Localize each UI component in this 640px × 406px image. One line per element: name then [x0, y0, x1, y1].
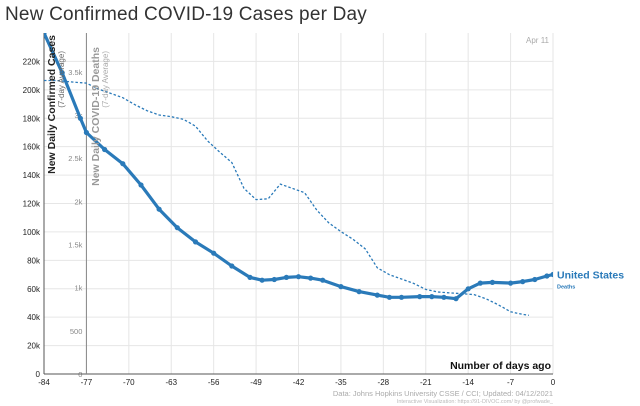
cases-data-point	[399, 295, 404, 300]
x-tick-label: -56	[208, 378, 220, 387]
cases-data-point	[78, 116, 83, 121]
x-tick-label: -63	[165, 378, 177, 387]
credits-line: Data: Johns Hopkins University CSSE / CC…	[333, 389, 553, 398]
y2-tick-label: 2.5k	[68, 154, 82, 163]
x-tick-label: -77	[81, 378, 93, 387]
x-tick-label: -21	[420, 378, 432, 387]
cases-data-point	[357, 289, 362, 294]
cases-data-point	[544, 273, 549, 278]
series-end-label: United States	[557, 270, 624, 282]
x-tick-label: -42	[293, 378, 305, 387]
date-label: Apr 11	[526, 36, 550, 45]
cases-data-point	[490, 280, 495, 285]
cases-data-point	[84, 130, 89, 135]
x-tick-label: -49	[250, 378, 262, 387]
cases-data-point	[41, 30, 46, 35]
chart-grid	[44, 33, 553, 374]
cases-data-point	[375, 293, 380, 298]
cases-data-point	[441, 295, 446, 300]
y-tick-label: 60k	[27, 285, 41, 294]
covid-cases-chart: 0 20k 40k 60k 80k 100k 120k 140k 160k 180k 200k 220…	[0, 0, 640, 406]
cases-data-point	[120, 161, 125, 166]
cases-data-point	[211, 251, 216, 256]
cases-data-point	[260, 278, 265, 283]
y2-tick-label: 1k	[74, 284, 82, 293]
x-tick-label: -14	[462, 378, 474, 387]
y-tick-label: 40k	[27, 313, 41, 322]
y2-tick-label: 500	[70, 327, 83, 336]
cases-data-point	[429, 294, 434, 299]
cases-data-point	[320, 278, 325, 283]
cases-data-point	[453, 296, 458, 301]
deaths-end-label: Deaths	[557, 285, 575, 291]
y2-tick-label: 1.5k	[68, 241, 82, 250]
cases-data-point	[508, 281, 513, 286]
x-tick-label: -70	[123, 378, 135, 387]
cases-data-point	[138, 182, 143, 187]
cases-data-point	[520, 279, 525, 284]
x-tick-label: -35	[335, 378, 347, 387]
cases-data-point	[193, 239, 198, 244]
x-tick-label: 0	[551, 378, 556, 387]
y2-tick-label: 2k	[74, 197, 82, 206]
y2-tick-label: 3.5k	[68, 68, 82, 77]
x-axis-title: Number of days ago	[450, 360, 551, 372]
x-tick-label: -28	[378, 378, 390, 387]
cases-data-point	[284, 275, 289, 280]
credits-line-secondary: Interactive Visualization: https://91-DI…	[397, 399, 554, 405]
cases-data-point	[550, 272, 555, 277]
deaths-series-line	[44, 81, 529, 316]
x-tick-label: -84	[38, 378, 50, 387]
cases-data-point	[175, 225, 180, 230]
y-axis-subtitle: (7-day Average)	[57, 51, 66, 108]
y2-axis-subtitle: (7-day Average)	[101, 51, 110, 108]
y-tick-label: 80k	[27, 256, 41, 265]
cases-data-point	[102, 147, 107, 152]
cases-data-point	[417, 294, 422, 299]
cases-data-point	[338, 284, 343, 289]
y-tick-label: 200k	[23, 86, 41, 95]
cases-data-point	[532, 277, 537, 282]
y-tick-label: 140k	[23, 171, 41, 180]
y-tick-label: 120k	[23, 200, 41, 209]
cases-data-point	[272, 277, 277, 282]
cases-data-point	[247, 275, 252, 280]
cases-data-point	[478, 281, 483, 286]
cases-data-point	[229, 263, 234, 268]
cases-data-point	[296, 274, 301, 279]
x-tick-label: -7	[507, 378, 515, 387]
cases-data-point	[466, 286, 471, 291]
y-tick-label: 100k	[23, 228, 41, 237]
y-tick-label: 20k	[27, 342, 41, 351]
cases-data-point	[387, 295, 392, 300]
y-tick-label: 160k	[23, 143, 41, 152]
cases-data-point	[308, 276, 313, 281]
y-tick-label: 180k	[23, 114, 41, 123]
y-tick-label: 220k	[23, 57, 41, 66]
cases-data-point	[157, 207, 162, 212]
